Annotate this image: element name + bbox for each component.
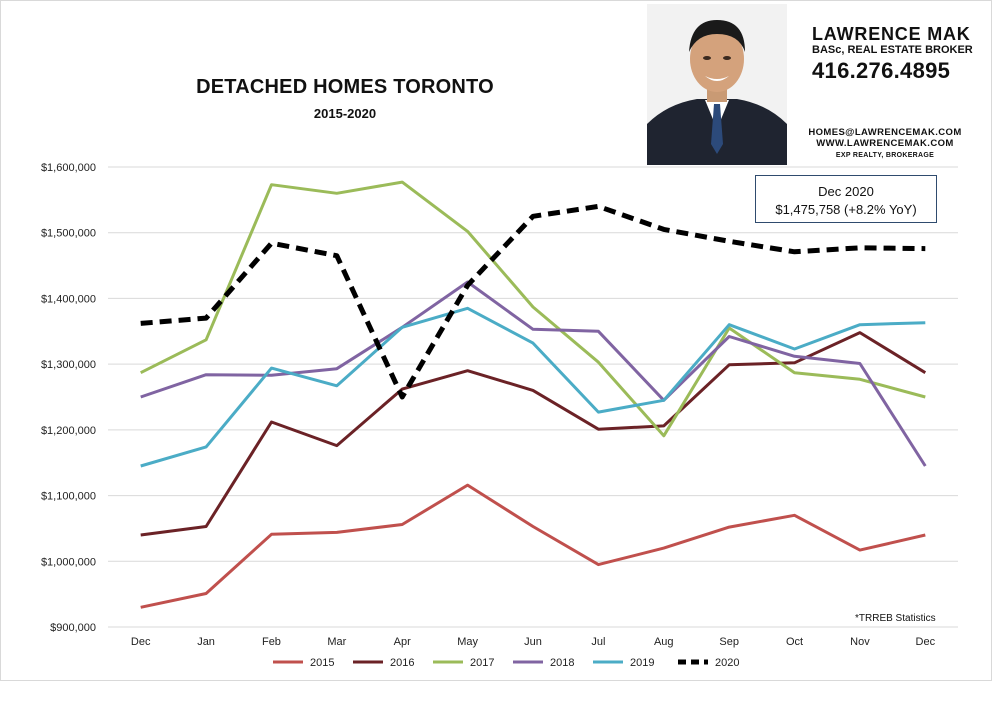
legend-label-2016: 2016	[390, 657, 414, 669]
y-tick-label: $1,300,000	[41, 359, 96, 371]
series-line-2018	[140, 280, 927, 467]
x-tick-label: May	[457, 636, 478, 648]
x-tick-label: Feb	[262, 636, 281, 648]
x-tick-label: Apr	[394, 636, 411, 648]
agent-email-link[interactable]: HOMES@LAWRENCEMAK.COM	[808, 127, 962, 138]
series-line-2019	[140, 306, 926, 468]
series-line-2020	[140, 203, 926, 400]
series-line-2017	[140, 180, 926, 438]
latest-value-callout: Dec 2020 $1,475,758 (+8.2% YoY)	[755, 175, 937, 223]
legend-label-2015: 2015	[310, 657, 334, 669]
y-tick-label: $1,200,000	[41, 425, 96, 437]
x-tick-label: Jan	[197, 636, 215, 648]
chart-title: DETACHED HOMES TORONTO	[196, 76, 494, 98]
legend-label-2020: 2020	[715, 657, 739, 669]
legend-label-2017: 2017	[470, 657, 494, 669]
x-tick-label: Nov	[850, 636, 870, 648]
legend-label-2019: 2019	[630, 657, 654, 669]
y-tick-label: $900,000	[50, 622, 96, 634]
y-tick-label: $1,500,000	[41, 228, 96, 240]
agent-role: BASc, REAL ESTATE BROKER	[812, 44, 973, 56]
agent-brokerage: EXP REALTY, BROKERAGE	[835, 152, 935, 159]
y-tick-label: $1,600,000	[41, 162, 96, 174]
x-tick-label: Mar	[327, 636, 346, 648]
y-tick-label: $1,100,000	[41, 491, 96, 503]
x-tick-label: Jun	[524, 636, 542, 648]
callout-value: $1,475,758 (+8.2% YoY)	[775, 202, 917, 217]
agent-phone: 416.276.4895	[812, 58, 951, 83]
agent-portrait-image	[647, 4, 787, 165]
agent-website-link[interactable]: WWW.LAWRENCEMAK.COM	[816, 138, 954, 149]
agent-photo	[647, 4, 787, 165]
y-tick-label: $1,400,000	[41, 293, 96, 305]
series-line-2016	[140, 331, 927, 537]
series-line-2015	[140, 483, 926, 609]
y-tick-label: $1,000,000	[41, 556, 96, 568]
source-note: *TRREB Statistics	[855, 613, 936, 624]
x-tick-label: Oct	[786, 636, 803, 648]
chart-subtitle: 2015-2020	[313, 106, 377, 121]
x-tick-label: Sep	[719, 636, 739, 648]
agent-name: LAWRENCE MAK	[812, 24, 971, 44]
x-tick-label: Jul	[591, 636, 605, 648]
legend-label-2018: 2018	[550, 657, 574, 669]
callout-period: Dec 2020	[818, 184, 874, 199]
chart-frame	[0, 0, 992, 681]
x-tick-label: Dec	[916, 636, 936, 648]
x-tick-label: Dec	[131, 636, 151, 648]
x-tick-label: Aug	[654, 636, 674, 648]
